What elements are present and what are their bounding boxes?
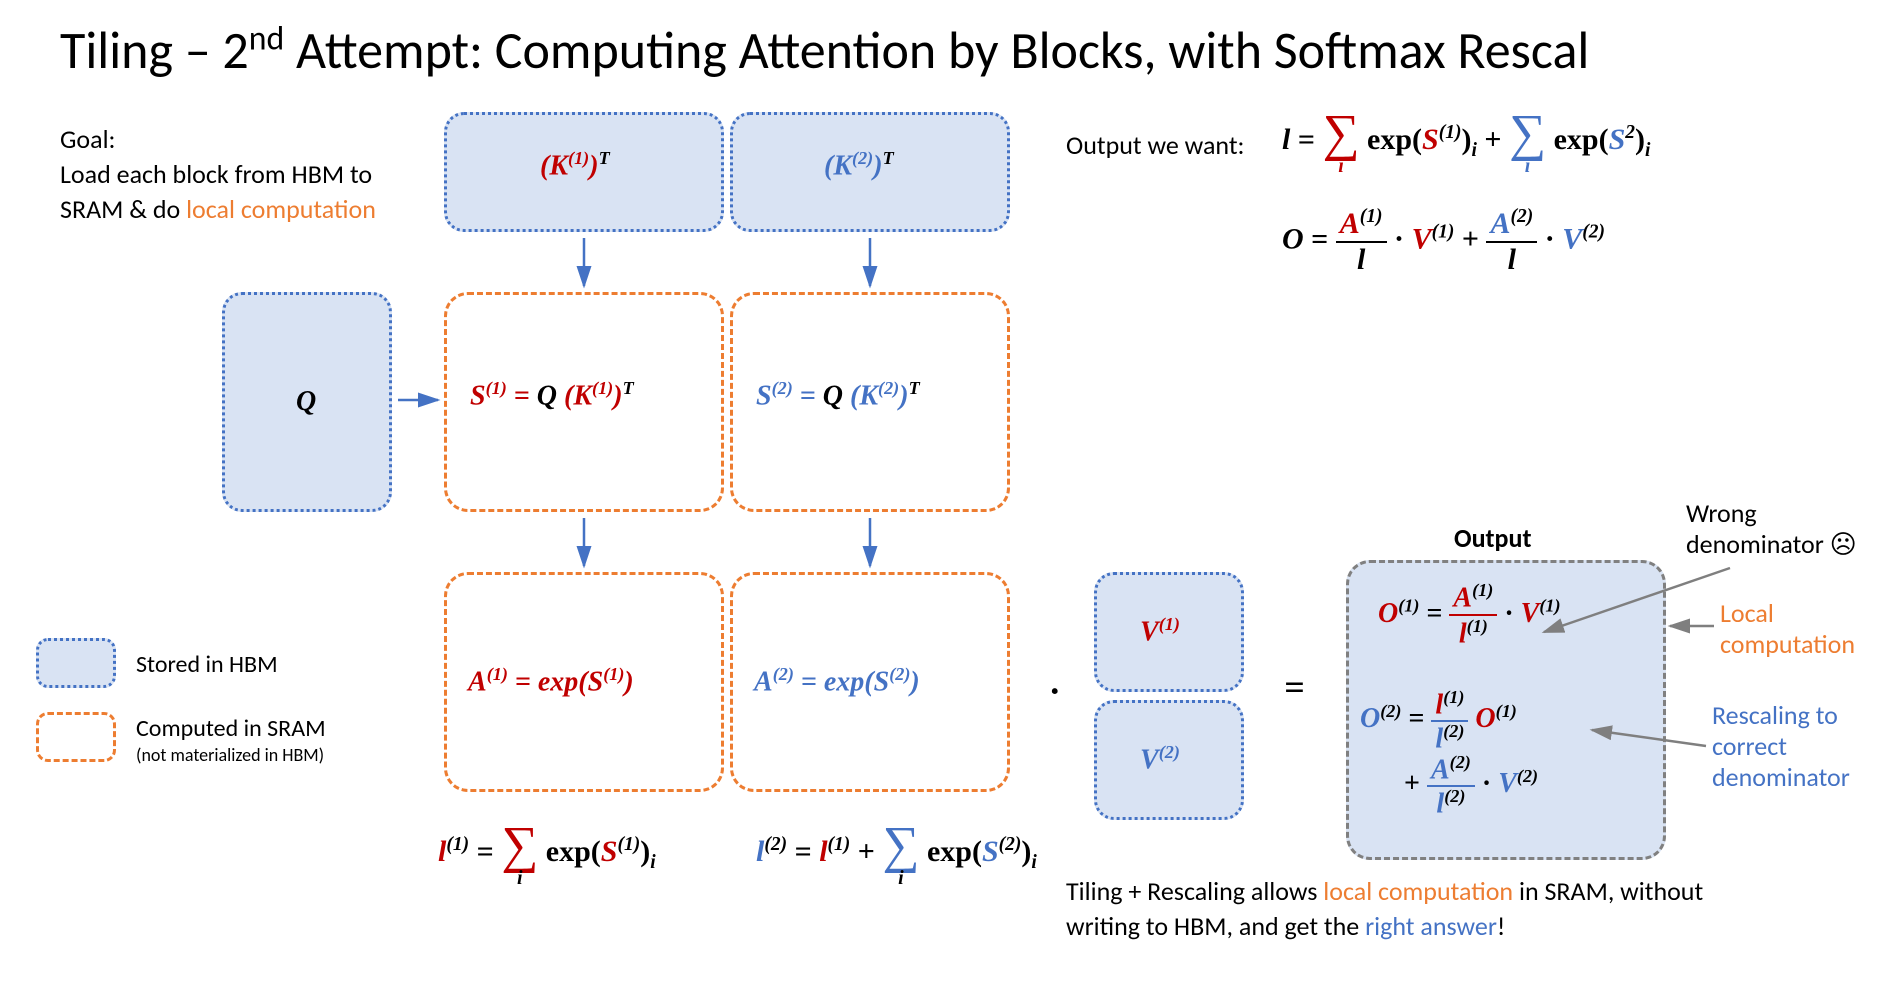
box-label-K2: (K(2))T xyxy=(824,148,894,182)
goal-text: Goal: Load each block from HBM to SRAM &… xyxy=(60,122,376,227)
box-label-Q: Q xyxy=(296,386,316,418)
output-we-want-label: Output we want: xyxy=(1066,130,1245,161)
box-label-S1: S(1) = Q (K(1))T xyxy=(470,378,634,412)
o1-equation: O(1) = A(1)l(1) · V(1) xyxy=(1378,580,1561,651)
goal-line3: SRAM & do local computation xyxy=(60,192,376,227)
title-prefix: Tiling – 2 xyxy=(60,18,249,82)
legend-sram-swatch xyxy=(36,712,116,762)
output-heading: Output xyxy=(1454,522,1531,554)
box-label-V1: V(1) xyxy=(1140,614,1180,648)
title-sup: nd xyxy=(249,19,285,60)
annot-rescale: Rescaling to correct denominator xyxy=(1712,700,1850,794)
goal-line2: Load each block from HBM to xyxy=(60,157,376,192)
box-label-V2: V(2) xyxy=(1140,742,1180,776)
legend-hbm-text: Stored in HBM xyxy=(136,650,278,679)
wanted-eq-l: l = ∑i exp(S(1))i + ∑i exp(S2)i xyxy=(1282,108,1650,176)
conclusion-text: Tiling + Rescaling allows local computat… xyxy=(1066,874,1703,944)
box-label-A1: A(1) = exp(S(1)) xyxy=(468,664,634,698)
box-label-K1: (K(1))T xyxy=(540,148,610,182)
slide-title: Tiling – 2nd Attempt: Computing Attentio… xyxy=(60,18,1589,82)
title-rest: Attempt: Computing Attention by Blocks, … xyxy=(284,18,1589,82)
dot-operator: · xyxy=(1050,670,1059,712)
box-label-A2: A(2) = exp(S(2)) xyxy=(754,664,920,698)
legend-sram-sub: (not materialized in HBM) xyxy=(136,744,324,766)
l2-equation: l(2) = l(1) + ∑i exp(S(2))i xyxy=(756,820,1037,888)
legend-sram-text: Computed in SRAM xyxy=(136,714,326,743)
annot-wrong: Wrong denominator ☹ xyxy=(1686,498,1857,560)
wanted-eq-O: O = A(1)l · V(1) + A(2)l · V(2) xyxy=(1282,206,1605,277)
equals-operator: = xyxy=(1284,666,1305,708)
o2-equation: O(2) = l(1)l(2) O(1) + A(2)l(2) · V(2) xyxy=(1360,688,1538,819)
l1-equation: l(1) = ∑i exp(S(1))i xyxy=(438,820,656,888)
annot-local: Local computation xyxy=(1720,598,1855,660)
goal-line1: Goal: xyxy=(60,122,376,157)
legend-hbm-swatch xyxy=(36,638,116,688)
box-label-S2: S(2) = Q (K(2))T xyxy=(756,378,920,412)
